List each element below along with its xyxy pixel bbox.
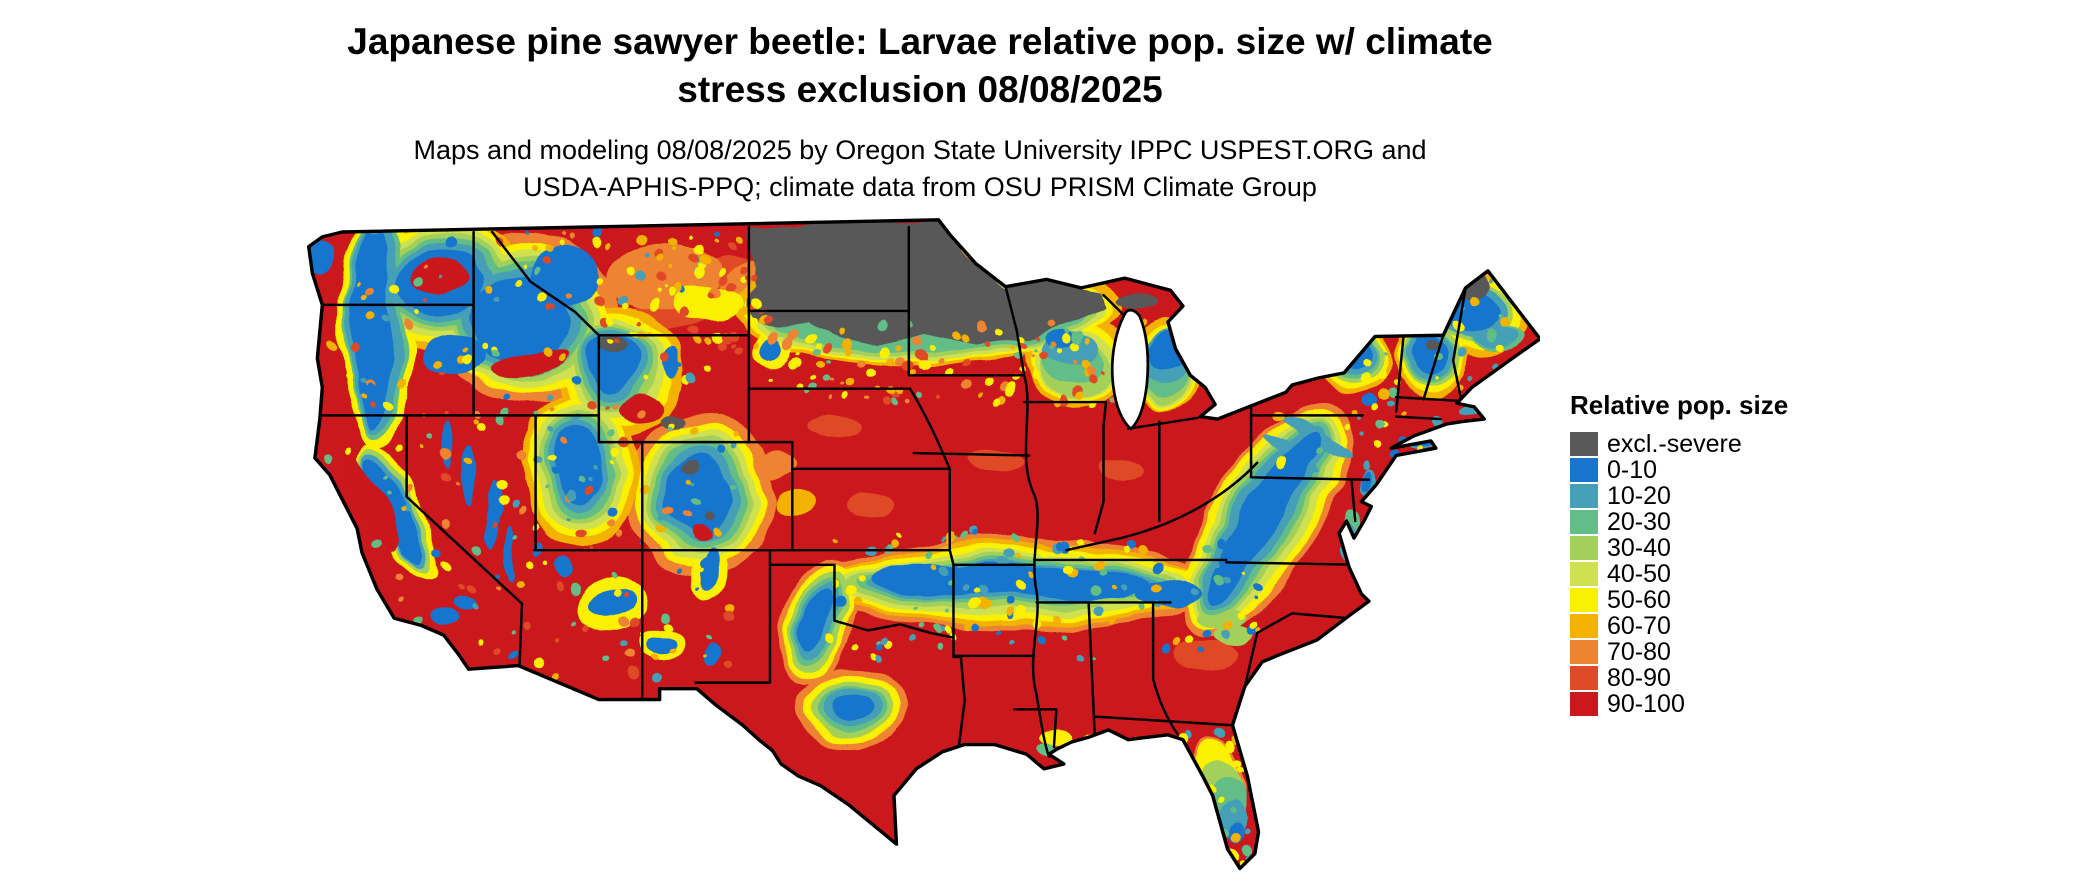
legend-item-label: 70-80 xyxy=(1607,638,1671,666)
legend-swatch xyxy=(1570,510,1598,534)
legend-item-label: 30-40 xyxy=(1607,534,1671,562)
legend-swatch xyxy=(1570,588,1598,612)
legend-item-label: excl.-severe xyxy=(1607,430,1742,458)
legend-item-label: 90-100 xyxy=(1607,690,1685,718)
title-line-1: Japanese pine sawyer beetle: Larvae rela… xyxy=(347,21,1493,62)
legend-item-c90: 90-100 xyxy=(1570,691,1788,717)
legend-item-c30: 30-40 xyxy=(1570,535,1788,561)
map-raster-layers xyxy=(311,219,1533,868)
legend-item-c50: 50-60 xyxy=(1570,587,1788,613)
legend-item-label: 60-70 xyxy=(1607,612,1671,640)
legend-swatch xyxy=(1570,432,1598,456)
legend-item-label: 80-90 xyxy=(1607,664,1671,692)
legend-swatch xyxy=(1570,614,1598,638)
legend-item-label: 40-50 xyxy=(1607,560,1671,588)
legend-item-c70: 70-80 xyxy=(1570,639,1788,665)
legend-items: excl.-severe 0-10 10-20 20-30 30-40 40-50 50-6… xyxy=(1570,431,1788,717)
lake-michigan xyxy=(1110,308,1150,431)
state-borders-central xyxy=(747,225,1199,758)
legend-title: Relative pop. size xyxy=(1570,390,1789,420)
legend-item-label: 20-30 xyxy=(1607,508,1671,536)
legend-item-c40: 40-50 xyxy=(1570,561,1788,587)
legend-item-excl: excl.-severe xyxy=(1570,431,1788,457)
legend-swatch xyxy=(1570,562,1598,586)
subtitle-line-1: Maps and modeling 08/08/2025 by Oregon S… xyxy=(413,135,1427,166)
state-borders-east xyxy=(1032,286,1467,739)
legend-item-c0: 0-10 xyxy=(1570,457,1788,483)
subtitle-line-2: USDA-APHIS-PPQ; climate data from OSU PR… xyxy=(523,171,1317,202)
legend-swatch xyxy=(1570,484,1598,508)
us-outline xyxy=(306,218,1540,871)
map-title: Japanese pine sawyer beetle: Larvae rela… xyxy=(0,18,1840,114)
legend-item-c20: 20-30 xyxy=(1570,509,1788,535)
legend-item-c10: 10-20 xyxy=(1570,483,1788,509)
legend-swatch xyxy=(1570,692,1598,716)
map-header: Japanese pine sawyer beetle: Larvae rela… xyxy=(0,18,1840,205)
state-borders-west xyxy=(316,225,955,701)
map-subtitle: Maps and modeling 08/08/2025 by Oregon S… xyxy=(0,132,1840,205)
legend-swatch xyxy=(1570,640,1598,664)
legend-item-c80: 80-90 xyxy=(1570,665,1788,691)
legend: Relative pop. size excl.-severe 0-10 10-20… xyxy=(1570,390,1788,717)
legend-swatch xyxy=(1570,666,1598,690)
legend-item-label: 0-10 xyxy=(1607,456,1658,484)
legend-item-label: 10-20 xyxy=(1607,482,1671,510)
state-borders xyxy=(316,225,1467,758)
title-line-2: stress exclusion 08/08/2025 xyxy=(677,69,1163,111)
legend-item-c60: 60-70 xyxy=(1570,613,1788,639)
legend-swatch xyxy=(1570,458,1598,482)
legend-swatch xyxy=(1570,536,1598,560)
us-map-svg xyxy=(306,218,1540,871)
legend-item-label: 50-60 xyxy=(1607,586,1671,614)
us-map xyxy=(300,215,1540,883)
